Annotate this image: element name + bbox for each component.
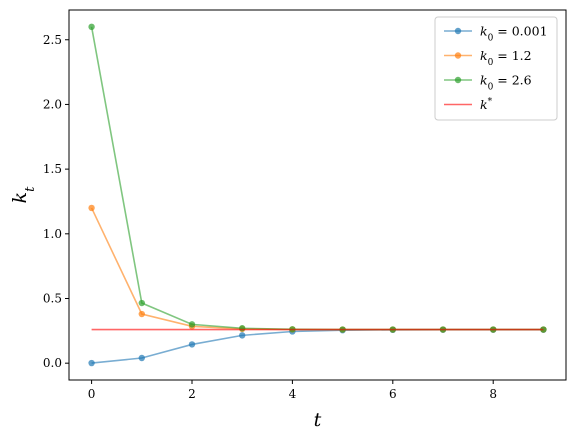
x-tick-label: 8 [489,387,497,401]
legend-marker [454,52,462,59]
legend-item: k* [444,97,493,112]
data-point [188,341,196,348]
y-axis-label: kt [9,186,38,204]
legend-label: k0 = 2.6 [480,73,532,93]
plot-frame [68,9,567,381]
data-point [238,325,246,332]
x-tick-label: 2 [188,387,196,401]
legend-label: k* [480,97,493,112]
data-point [138,299,145,307]
x-axis: 0 2 4 6 8 [88,380,497,401]
y-axis: 0.0 0.5 1.0 1.5 2.0 2.5 [43,33,69,370]
y-tick-label: 0.0 [43,356,62,370]
x-axis-label: t [314,409,322,431]
data-point [88,204,95,212]
data-point [138,310,145,318]
y-axis-label-text: kt [9,186,38,204]
data-point [138,354,145,362]
y-tick-label: 2.5 [43,33,62,47]
legend-item: k0 = 1.2 [444,48,532,68]
series-line [91,328,544,364]
data-point [238,332,246,339]
series-1 [88,204,547,333]
data-point [88,23,95,31]
series-0 [88,326,547,367]
legend-marker [454,27,462,35]
y-tick-label: 1.0 [43,227,62,241]
legend-marker [454,76,462,84]
legend: k0 = 0.001 k0 = 1.2 k0 = 2.6 k* [434,16,558,121]
x-tick-label: 6 [389,387,397,401]
legend-label: k0 = 1.2 [480,48,532,68]
data-point [88,359,95,367]
legend-label: k0 = 0.001 [480,24,548,44]
legend-box [434,16,558,121]
x-tick-label: 4 [289,387,297,401]
data-point [188,321,196,328]
y-tick-label: 1.5 [43,162,62,176]
y-tick-label: 0.5 [43,291,62,305]
legend-item: k0 = 0.001 [444,24,548,44]
y-tick-label: 2.0 [43,97,62,111]
series-layer [88,23,547,367]
legend-item: k0 = 2.6 [444,73,532,93]
x-tick-label: 0 [88,387,96,401]
